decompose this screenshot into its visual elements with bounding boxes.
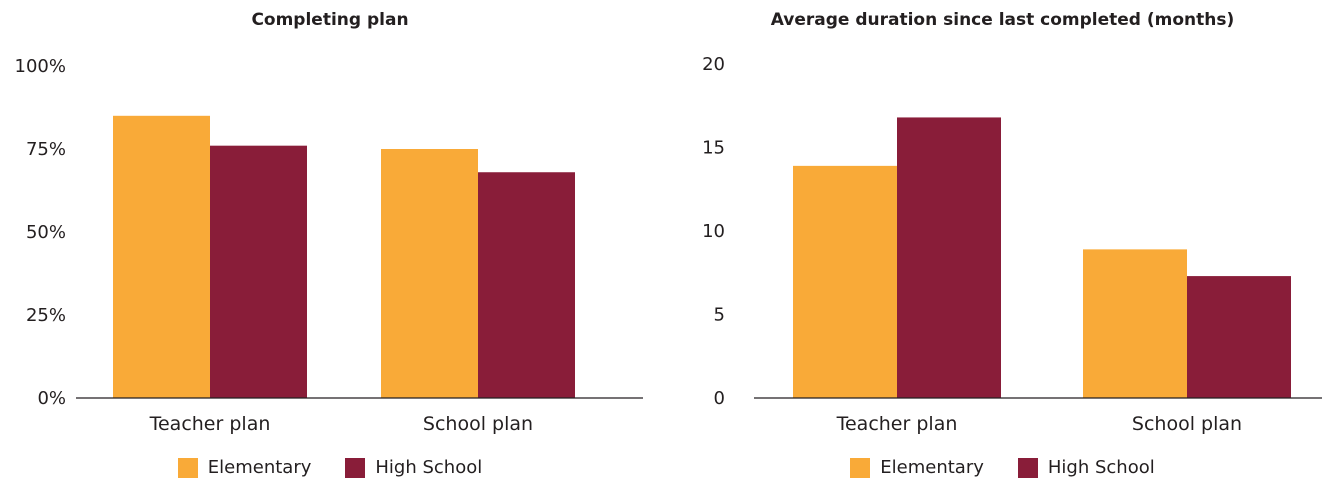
y-tick-label: 0 [714,388,725,409]
legend-label-elementary: Elementary [880,457,984,478]
legend-swatch-high-school [1017,457,1038,478]
legend-swatch-high-school [345,457,366,478]
legend-item-high-school: High School [1017,457,1155,478]
bar-elementary [1083,249,1187,398]
legend-item-high-school: High School [345,457,482,478]
y-tick-label: 20 [702,54,725,75]
y-tick-label: 100% [15,56,66,77]
bar-high-school [210,145,307,398]
y-tick-label: 50% [26,222,66,243]
legend: Elementary High School [0,457,660,478]
completing-plan-chart: Completing plan 0% 25% 50% 75% 100% Teacher p… [0,0,660,485]
x-tick-label: Teacher plan [836,413,958,435]
legend-label-high-school: High School [375,457,483,478]
y-tick-label: 15 [702,138,725,159]
y-tick-label: 25% [26,305,66,326]
legend-label-elementary: Elementary [207,457,312,478]
bar-elementary [113,115,210,399]
legend-item-elementary: Elementary [177,457,312,478]
chart-title: Completing plan [251,10,409,30]
x-tick-label: School plan [423,413,533,435]
bar-elementary [381,149,478,398]
legend-item-elementary: Elementary [850,457,984,478]
y-tick-label: 5 [714,305,725,326]
bar-high-school [897,117,1001,398]
legend-swatch-elementary [850,457,871,478]
y-tick-label: 0% [37,388,66,409]
bar-high-school [478,172,575,398]
y-tick-label: 10 [702,221,725,242]
average-duration-plot: 0 5 10 15 20 Teacher plan School plan [702,54,1322,435]
legend: Elementary High School [680,457,1325,478]
completing-plan-plot: 0% 25% 50% 75% 100% Teacher plan School plan [15,56,643,435]
bar-high-school [1187,276,1291,398]
legend-swatch-elementary [177,457,198,478]
average-duration-chart: Average duration since last completed (m… [680,0,1325,485]
y-tick-label: 75% [26,139,66,160]
x-tick-label: School plan [1132,413,1242,435]
bar-elementary [793,165,897,398]
chart-title: Average duration since last completed (m… [770,10,1235,30]
x-tick-label: Teacher plan [149,413,271,435]
legend-label-high-school: High School [1047,457,1155,478]
